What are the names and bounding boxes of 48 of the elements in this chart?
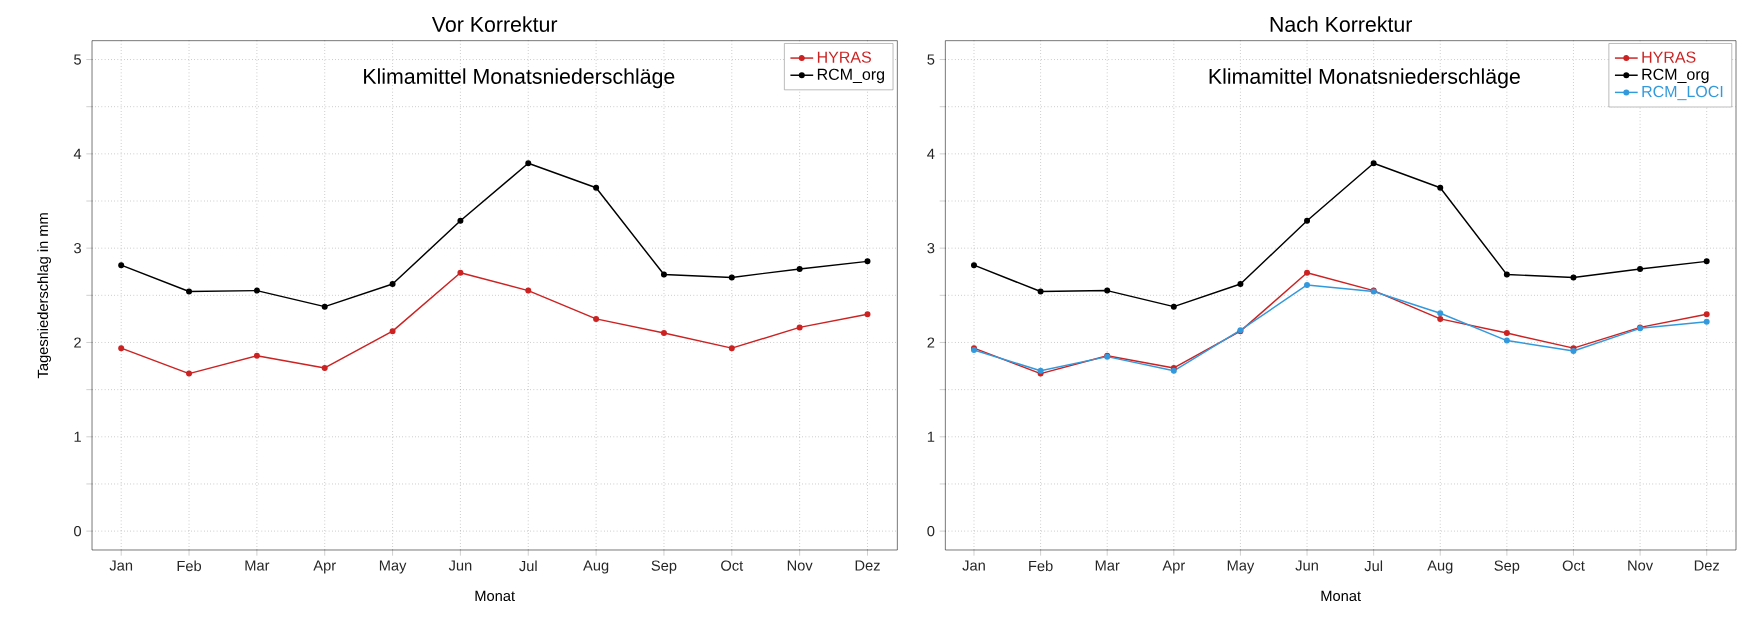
x-tick-label: Feb (177, 560, 202, 572)
x-tick-label: Sep (1494, 560, 1520, 574)
x-axis-title: Monat (475, 590, 515, 602)
x-tick-label: Oct (721, 560, 744, 571)
x-tick-label: Mar (1095, 560, 1120, 571)
x-tick-label: Mar (245, 560, 270, 571)
y-axis-title: Tagesniederschlag in mm (37, 213, 51, 379)
x-tick-label: May (379, 560, 407, 574)
legend-label: RCM_org (1642, 68, 1709, 84)
y-tick-label: 5 (74, 54, 81, 65)
x-tick-label: Aug (1427, 560, 1453, 574)
annotation: Klimamittel Monatsniederschläge (1209, 68, 1520, 89)
legend-label: RCM_LOCI (1642, 85, 1723, 101)
x-tick-label: Dez (855, 560, 880, 571)
x-tick-label: Sep (651, 560, 677, 574)
legend-label: RCM_org (817, 68, 884, 84)
y-tick-label: 3 (74, 242, 81, 254)
x-tick-label: Jan (962, 560, 985, 571)
x-tick-label: Feb (1029, 560, 1053, 572)
x-tick-label: Aug (583, 560, 609, 574)
y-tick-label: 1 (927, 431, 935, 442)
chart-title: Vor Korrektur (431, 16, 558, 32)
x-tick-label: May (1227, 560, 1255, 574)
x-tick-label: Jul (519, 560, 537, 572)
x-tick-label: Apr (1162, 560, 1185, 574)
y-tick-label: 3 (927, 242, 935, 254)
legend-label: HYRAS (1642, 51, 1696, 63)
x-tick-label: Oct (1562, 560, 1585, 571)
x-axis-title: Monat (1321, 590, 1361, 602)
x-tick-label: Jun (448, 560, 472, 571)
annotation: Klimamittel Monatsniederschläge (364, 68, 675, 89)
x-tick-label: Jan (109, 560, 133, 571)
y-tick-label: 1 (74, 431, 81, 442)
y-tick-label: 5 (927, 54, 935, 65)
x-tick-label: Dez (1694, 560, 1720, 571)
x-tick-label: Apr (313, 560, 336, 574)
chart-title: Nach Korrektur (1270, 16, 1413, 32)
x-tick-label: Nov (787, 560, 813, 571)
y-tick-label: 4 (927, 148, 935, 159)
y-tick-label: 4 (73, 148, 82, 159)
legend-label: HYRAS (817, 51, 871, 63)
y-tick-label: 2 (74, 337, 81, 348)
y-tick-label: 0 (927, 525, 935, 537)
x-tick-label: Jun (1295, 560, 1318, 571)
x-tick-label: Nov (1628, 560, 1654, 571)
y-tick-label: 2 (927, 337, 935, 348)
y-tick-label: 0 (74, 525, 82, 537)
x-tick-label: Jul (1364, 560, 1383, 572)
